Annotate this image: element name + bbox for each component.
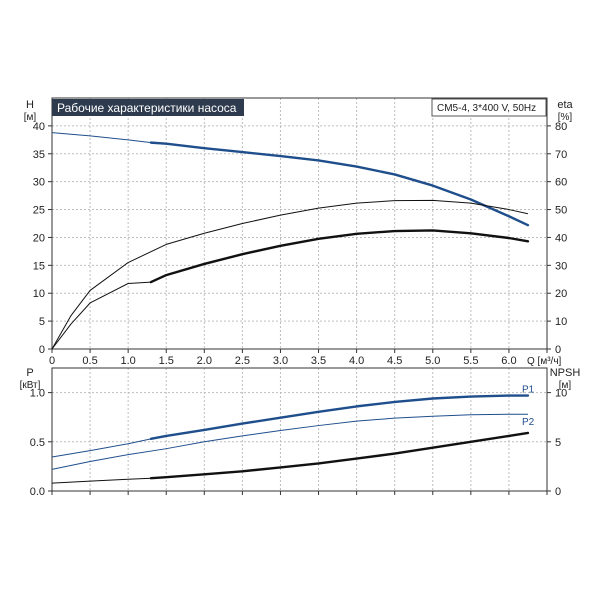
x-tick-label: 5.0 xyxy=(425,355,440,367)
x-tick-label: 0 xyxy=(49,355,55,367)
x-tick-label: 3.5 xyxy=(311,355,326,367)
y-left-tick-label: 20 xyxy=(33,232,45,244)
y-left-tick-label: 0.0 xyxy=(30,486,45,498)
y-left-tick-label: 30 xyxy=(33,177,45,189)
series-line-thin xyxy=(51,438,152,458)
y-left-tick-label: 40 xyxy=(33,121,45,133)
y-right-axis-unit: [%] xyxy=(558,112,573,123)
y-left-tick-label: 35 xyxy=(33,149,45,161)
series-line-thin xyxy=(51,132,152,144)
series-label: P2 xyxy=(522,417,535,428)
x-tick-label: 0.5 xyxy=(82,355,97,367)
series-line-thin xyxy=(51,281,152,350)
series-line-thin xyxy=(51,413,528,470)
y-left-tick-label: 1.0 xyxy=(30,388,45,400)
y-left-tick-label: 10 xyxy=(33,288,45,300)
y-left-axis-label: H xyxy=(26,99,34,111)
x-tick-label: 3.0 xyxy=(273,355,288,367)
x-tick-label: 5.5 xyxy=(463,355,478,367)
x-tick-label: 2.5 xyxy=(235,355,250,367)
x-tick-label: 2.0 xyxy=(197,355,212,367)
y-right-tick-label: 50 xyxy=(555,205,567,217)
y-left-tick-label: 0.5 xyxy=(30,437,45,449)
x-tick-label: 4.5 xyxy=(387,355,402,367)
series-line-bold xyxy=(149,229,530,284)
y-right-axis-label-npsh: NPSH xyxy=(550,367,581,379)
y-left-tick-label: 5 xyxy=(39,316,45,328)
y-right-axis-label: eta xyxy=(557,99,573,111)
x-tick-label: 6.0 xyxy=(501,355,516,367)
x-tick-label: 1.5 xyxy=(159,355,174,367)
y-left-tick-label: 25 xyxy=(33,205,45,217)
y-right-tick-label: 5 xyxy=(555,437,561,449)
plot-frame xyxy=(51,97,548,350)
x-tick-label: 1.0 xyxy=(121,355,136,367)
series-line-bold xyxy=(149,394,530,441)
pump-model-text: CM5-4, 3*400 V, 50Hz xyxy=(437,103,536,114)
y-right-tick-label: 0 xyxy=(555,344,561,356)
y-right-tick-label: 10 xyxy=(555,316,567,328)
series-line-thin xyxy=(51,477,152,484)
series-line-bold xyxy=(149,141,530,227)
y-right-tick-label: 40 xyxy=(555,232,567,244)
y-left-axis-unit: [м] xyxy=(24,112,37,123)
chart-title: Рабочие характеристики насоса xyxy=(57,101,237,115)
y-left-tick-label: 0 xyxy=(39,344,45,356)
y-right-tick-label: 80 xyxy=(555,121,567,133)
series-label: P1 xyxy=(522,385,535,396)
y-left-axis-label-p: P xyxy=(26,367,33,379)
y-right-tick-label: 70 xyxy=(555,149,567,161)
y-left-tick-label: 15 xyxy=(33,260,45,272)
y-right-tick-label: 10 xyxy=(555,388,567,400)
y-left-axis-unit-p: [кВт] xyxy=(20,380,41,391)
x-tick-label: 4.0 xyxy=(349,355,364,367)
y-right-axis-unit-npsh: [м] xyxy=(559,380,572,391)
series-line-thin xyxy=(51,199,529,350)
y-right-tick-label: 30 xyxy=(555,260,567,272)
y-right-tick-label: 0 xyxy=(555,486,561,498)
y-right-tick-label: 60 xyxy=(555,177,567,189)
x-axis-label: Q [м³/ч] xyxy=(527,356,562,367)
plot-frame xyxy=(51,367,548,492)
title-box xyxy=(52,99,244,116)
series-line-bold xyxy=(149,431,530,480)
info-box xyxy=(431,98,547,117)
y-right-tick-label: 20 xyxy=(555,288,567,300)
